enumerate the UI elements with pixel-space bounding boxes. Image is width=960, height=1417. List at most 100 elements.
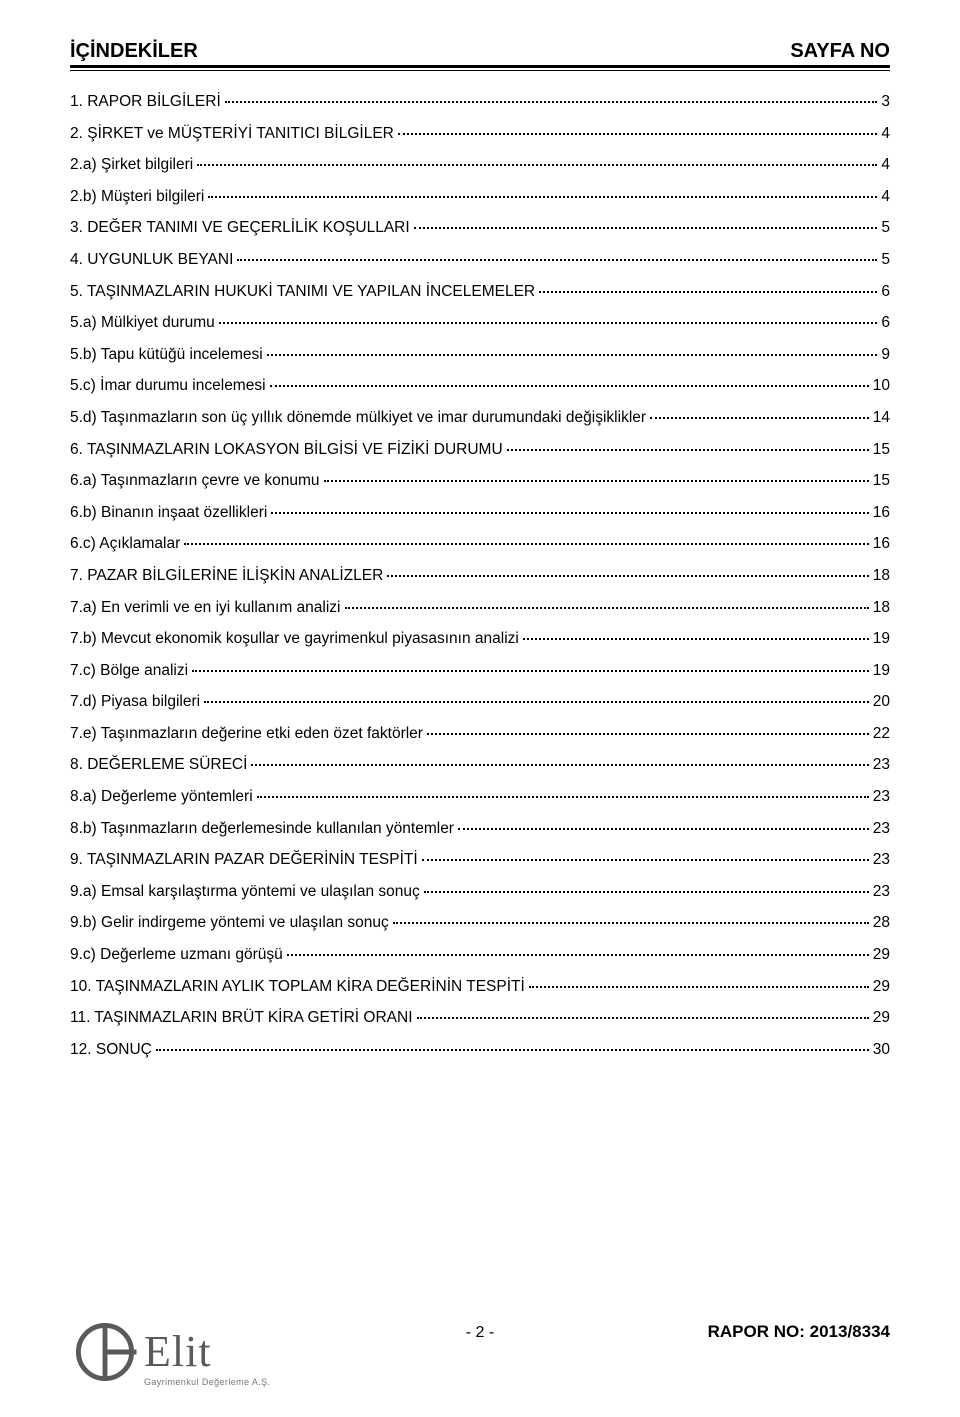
toc-page: 30 (873, 1041, 890, 1059)
toc-item: 9. TAŞINMAZLARIN PAZAR DEĞERİNİN TESPİTİ… (70, 851, 890, 869)
toc-label: 3. DEĞER TANIMI VE GEÇERLİLİK KOŞULLARI (70, 219, 410, 237)
toc-leader-dots (270, 385, 869, 387)
toc-item: 10. TAŞINMAZLARIN AYLIK TOPLAM KİRA DEĞE… (70, 978, 890, 996)
toc-page: 6 (881, 283, 890, 301)
toc-page: 14 (873, 409, 890, 427)
toc-leader-dots (271, 512, 868, 514)
toc-page: 15 (873, 441, 890, 459)
toc-item: 6. TAŞINMAZLARIN LOKASYON BİLGİSİ VE FİZ… (70, 441, 890, 459)
toc-label: 5. TAŞINMAZLARIN HUKUKİ TANIMI VE YAPILA… (70, 283, 535, 301)
toc-page: 23 (873, 851, 890, 869)
toc-leader-dots (156, 1049, 869, 1051)
toc-leader-dots (287, 954, 869, 956)
toc-item: 5.d) Taşınmazların son üç yıllık dönemde… (70, 409, 890, 427)
toc-label: 2.b) Müşteri bilgileri (70, 188, 204, 206)
toc-label: 5.b) Tapu kütüğü incelemesi (70, 346, 263, 364)
toc-page: 29 (873, 946, 890, 964)
toc-item: 8. DEĞERLEME SÜRECİ23 (70, 756, 890, 774)
toc-item: 6.a) Taşınmazların çevre ve konumu15 (70, 472, 890, 490)
toc-page: 5 (881, 219, 890, 237)
logo-text-block: Elit Gayrimenkul Değerleme A.Ş. (144, 1330, 270, 1387)
toc-leader-dots (324, 480, 869, 482)
toc-item: 8.a) Değerleme yöntemleri 23 (70, 788, 890, 806)
toc-page: 9 (881, 346, 890, 364)
toc-leader-dots (219, 322, 878, 324)
toc-page: 4 (881, 156, 890, 174)
toc-label: 7.c) Bölge analizi (70, 662, 188, 680)
toc-label: 5.a) Mülkiyet durumu (70, 314, 215, 332)
logo-mark (70, 1317, 140, 1387)
toc-leader-dots (507, 449, 869, 451)
toc-leader-dots (257, 796, 869, 798)
toc-page: 3 (881, 93, 890, 111)
toc-page: 18 (873, 599, 890, 617)
logo-subtitle: Gayrimenkul Değerleme A.Ş. (144, 1377, 270, 1387)
toc-item: 6.c) Açıklamalar 16 (70, 535, 890, 553)
toc-item: 4. UYGUNLUK BEYANI5 (70, 251, 890, 269)
toc-label: 1. RAPOR BİLGİLERİ (70, 93, 221, 111)
toc-item: 2. ŞİRKET ve MÜŞTERİYİ TANITICI BİLGİLER… (70, 125, 890, 143)
toc-leader-dots (267, 354, 878, 356)
toc-header: İÇİNDEKİLER SAYFA NO (70, 40, 890, 63)
toc-page: 4 (881, 125, 890, 143)
toc-label: 2. ŞİRKET ve MÜŞTERİYİ TANITICI BİLGİLER (70, 125, 394, 143)
toc-leader-dots (251, 764, 868, 766)
toc-leader-dots (458, 828, 869, 830)
toc-label: 2.a) Şirket bilgileri (70, 156, 193, 174)
toc-item: 5.b) Tapu kütüğü incelemesi 9 (70, 346, 890, 364)
toc-leader-dots (398, 133, 878, 135)
toc-item: 7.d) Piyasa bilgileri 20 (70, 693, 890, 711)
toc-label: 6.c) Açıklamalar (70, 535, 180, 553)
toc-item: 12. SONUÇ30 (70, 1041, 890, 1059)
toc-page: 10 (873, 377, 890, 395)
toc-label: 5.d) Taşınmazların son üç yıllık dönemde… (70, 409, 646, 427)
toc-page: 16 (873, 535, 890, 553)
toc-leader-dots (539, 291, 877, 293)
toc-page: 23 (873, 820, 890, 838)
toc-leader-dots (204, 701, 869, 703)
toc-leader-dots (393, 922, 869, 924)
toc-item: 6.b) Binanın inşaat özellikleri16 (70, 504, 890, 522)
toc-label: 7.b) Mevcut ekonomik koşullar ve gayrime… (70, 630, 519, 648)
toc-label: 6.a) Taşınmazların çevre ve konumu (70, 472, 320, 490)
toc-leader-dots (184, 543, 868, 545)
header-right: SAYFA NO (790, 40, 890, 63)
toc-item: 5. TAŞINMAZLARIN HUKUKİ TANIMI VE YAPILA… (70, 283, 890, 301)
toc-label: 9.b) Gelir indirgeme yöntemi ve ulaşılan… (70, 914, 389, 932)
toc-item: 2.b) Müşteri bilgileri 4 (70, 188, 890, 206)
header-left: İÇİNDEKİLER (70, 40, 198, 63)
toc-leader-dots (422, 859, 869, 861)
toc-page: 22 (873, 725, 890, 743)
toc-label: 6.b) Binanın inşaat özellikleri (70, 504, 267, 522)
toc-label: 11. TAŞINMAZLARIN BRÜT KİRA GETİRİ ORANI (70, 1009, 413, 1027)
toc-page: 18 (873, 567, 890, 585)
toc-label: 9.a) Emsal karşılaştırma yöntemi ve ulaş… (70, 883, 420, 901)
toc-page: 29 (873, 1009, 890, 1027)
toc-item: 2.a) Şirket bilgileri 4 (70, 156, 890, 174)
toc-label: 7. PAZAR BİLGİLERİNE İLİŞKİN ANALİZLER (70, 567, 383, 585)
toc-item: 7.b) Mevcut ekonomik koşullar ve gayrime… (70, 630, 890, 648)
toc-leader-dots (208, 196, 877, 198)
toc-label: 7.a) En verimli ve en iyi kullanım anali… (70, 599, 341, 617)
page-footer: Elit Gayrimenkul Değerleme A.Ş. - 2 - RA… (70, 1317, 890, 1387)
report-number: RAPOR NO: 2013/8334 (708, 1322, 890, 1342)
toc-page: 20 (873, 693, 890, 711)
toc-label: 6. TAŞINMAZLARIN LOKASYON BİLGİSİ VE FİZ… (70, 441, 503, 459)
toc-item: 7.e) Taşınmazların değerine etki eden öz… (70, 725, 890, 743)
toc-page: 4 (881, 188, 890, 206)
logo-icon (70, 1317, 140, 1387)
toc-leader-dots (417, 1017, 869, 1019)
toc-label: 7.e) Taşınmazların değerine etki eden öz… (70, 725, 423, 743)
toc-leader-dots (192, 670, 869, 672)
toc-label: 8.a) Değerleme yöntemleri (70, 788, 253, 806)
toc-label: 10. TAŞINMAZLARIN AYLIK TOPLAM KİRA DEĞE… (70, 978, 525, 996)
toc-label: 4. UYGUNLUK BEYANI (70, 251, 233, 269)
toc-label: 8.b) Taşınmazların değerlemesinde kullan… (70, 820, 454, 838)
toc-label: 7.d) Piyasa bilgileri (70, 693, 200, 711)
toc-item: 11. TAŞINMAZLARIN BRÜT KİRA GETİRİ ORANI… (70, 1009, 890, 1027)
toc-item: 1. RAPOR BİLGİLERİ 3 (70, 93, 890, 111)
toc-page: 23 (873, 788, 890, 806)
toc-page: 23 (873, 756, 890, 774)
toc-leader-dots (345, 607, 869, 609)
toc-leader-dots (523, 638, 869, 640)
